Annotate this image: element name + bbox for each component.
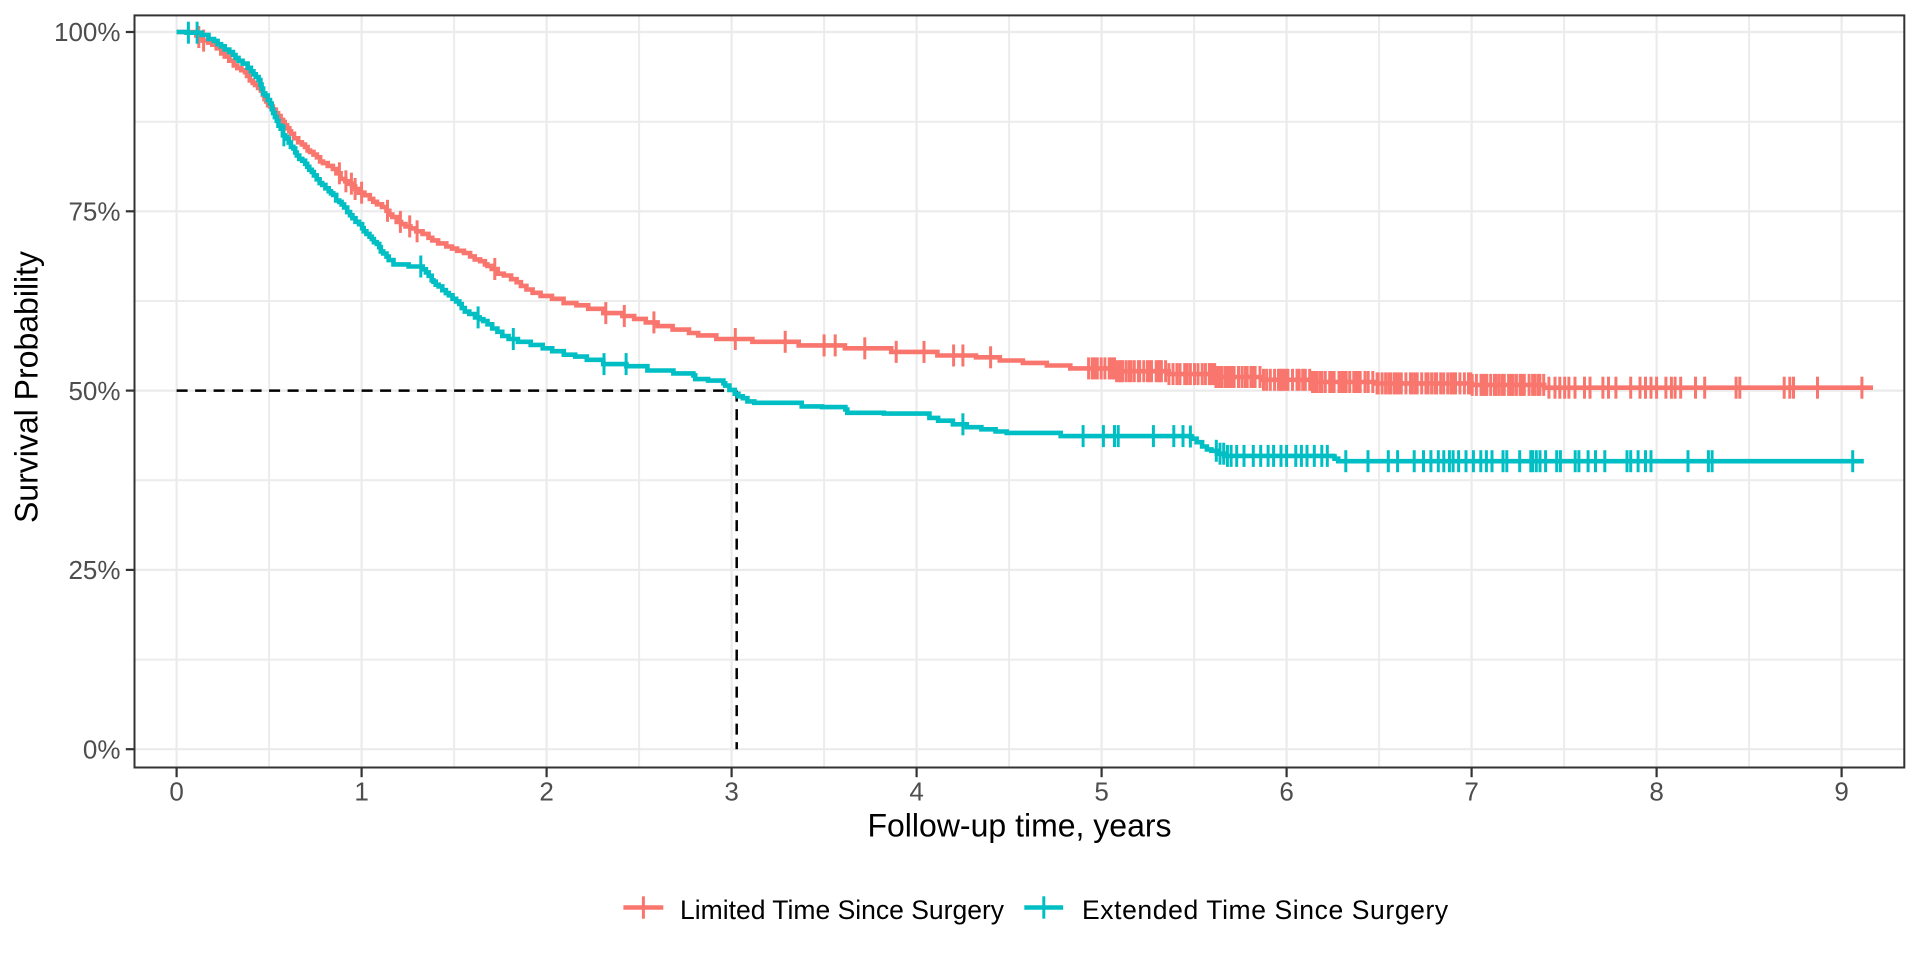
svg-text:25%: 25% bbox=[68, 555, 120, 585]
svg-text:0: 0 bbox=[169, 777, 183, 807]
svg-text:6: 6 bbox=[1279, 777, 1293, 807]
svg-text:9: 9 bbox=[1834, 777, 1848, 807]
svg-text:75%: 75% bbox=[68, 197, 120, 227]
svg-text:Extended Time Since Surgery: Extended Time Since Surgery bbox=[1082, 895, 1449, 925]
svg-text:50%: 50% bbox=[68, 376, 120, 406]
svg-text:7: 7 bbox=[1464, 777, 1478, 807]
svg-text:3: 3 bbox=[724, 777, 738, 807]
svg-text:2: 2 bbox=[539, 777, 553, 807]
svg-text:4: 4 bbox=[909, 777, 923, 807]
svg-text:1: 1 bbox=[354, 777, 368, 807]
svg-text:Follow-up time, years: Follow-up time, years bbox=[867, 808, 1171, 844]
svg-text:100%: 100% bbox=[54, 17, 121, 47]
svg-text:0%: 0% bbox=[83, 734, 121, 764]
svg-text:Survival Probability: Survival Probability bbox=[9, 251, 45, 523]
svg-text:8: 8 bbox=[1649, 777, 1663, 807]
svg-text:Limited Time Since Surgery: Limited Time Since Surgery bbox=[680, 895, 1005, 925]
svg-text:5: 5 bbox=[1094, 777, 1108, 807]
